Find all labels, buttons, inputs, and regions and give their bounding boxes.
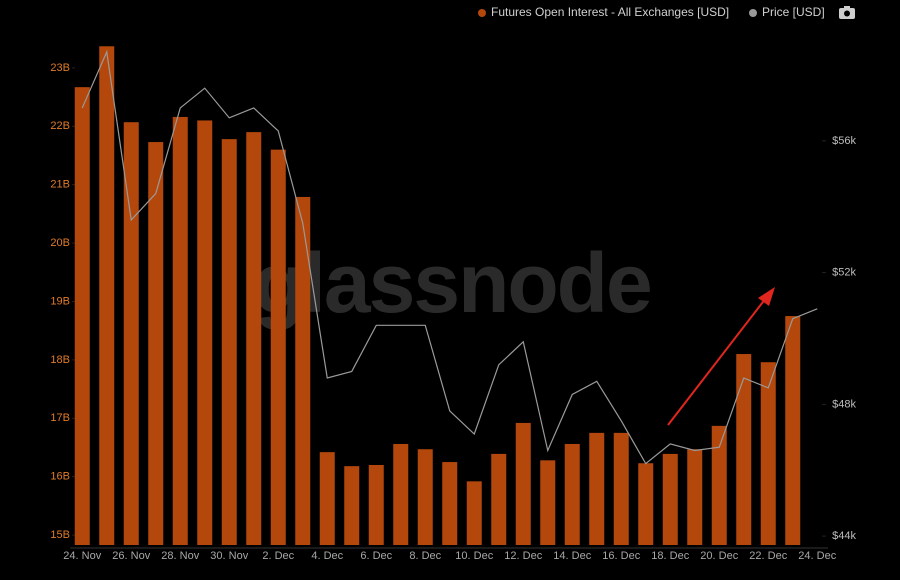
price-line [81, 49, 818, 465]
x-tick-label: 10. Dec [455, 550, 494, 562]
legend-label: Futures Open Interest - All Exchanges [U… [491, 5, 730, 19]
y2-tick-label: $52k [832, 267, 856, 279]
legend-item: Futures Open Interest - All Exchanges [U… [478, 5, 729, 19]
bar [785, 316, 801, 545]
x-tick-label: 22. Dec [749, 550, 788, 562]
bar [417, 449, 433, 545]
y2-tick-label: $44k [832, 530, 856, 542]
bar [295, 196, 311, 546]
bar [491, 453, 507, 545]
bar [368, 464, 384, 545]
x-tick-label: 12. Dec [504, 550, 543, 562]
watermark: glassnode [253, 236, 650, 330]
y2-tick-label: $56k [832, 135, 856, 147]
x-tick-label: 16. Dec [602, 550, 641, 562]
x-tick-label: 4. Dec [311, 550, 344, 562]
camera-icon [839, 6, 855, 19]
bar [246, 132, 262, 546]
x-tick-label: 24. Dec [798, 550, 837, 562]
bar [662, 453, 678, 545]
x-tick-label: 26. Nov [112, 550, 151, 562]
bar [589, 432, 605, 545]
bar [760, 362, 776, 545]
bar [221, 139, 237, 545]
bar [515, 422, 531, 545]
bar [564, 443, 580, 545]
x-tick-label: 24. Nov [63, 550, 102, 562]
bar [74, 87, 90, 545]
bar [172, 116, 188, 546]
bar [711, 425, 727, 545]
bar [123, 122, 139, 545]
legend-swatch [478, 9, 486, 17]
x-tick-label: 14. Dec [553, 550, 592, 562]
y-tick-label: 16B [50, 471, 70, 483]
legend-label: Price [USD] [762, 5, 825, 19]
x-tick-label: 8. Dec [409, 550, 442, 562]
x-tick-label: 18. Dec [651, 550, 690, 562]
y-tick-label: 19B [50, 295, 70, 307]
annotation-arrow [667, 287, 775, 426]
y-tick-label: 17B [50, 412, 70, 424]
bar [736, 354, 752, 545]
bar [319, 452, 335, 545]
x-tick-label: 6. Dec [360, 550, 393, 562]
legend-item: Price [USD] [749, 5, 825, 19]
bar [540, 460, 556, 545]
bar [613, 432, 629, 545]
y-tick-label: 20B [50, 237, 70, 249]
bar [197, 120, 213, 545]
bar [442, 462, 458, 545]
bar [148, 142, 164, 545]
y-tick-label: 18B [50, 354, 70, 366]
x-tick-label: 28. Nov [161, 550, 200, 562]
x-tick-label: 2. Dec [262, 550, 295, 562]
bar [344, 466, 360, 545]
y-tick-label: 22B [50, 120, 70, 132]
bar [99, 46, 115, 545]
x-tick-label: 20. Dec [700, 550, 739, 562]
bar [638, 463, 654, 545]
legend-swatch [749, 9, 757, 17]
bar [270, 149, 286, 545]
y-tick-label: 23B [50, 62, 70, 74]
bar [393, 443, 409, 545]
x-tick-label: 30. Nov [210, 550, 249, 562]
y-tick-label: 15B [50, 529, 70, 541]
y-tick-label: 21B [50, 179, 70, 191]
bar [687, 449, 703, 545]
bar [466, 481, 482, 545]
y2-tick-label: $48k [832, 398, 856, 410]
